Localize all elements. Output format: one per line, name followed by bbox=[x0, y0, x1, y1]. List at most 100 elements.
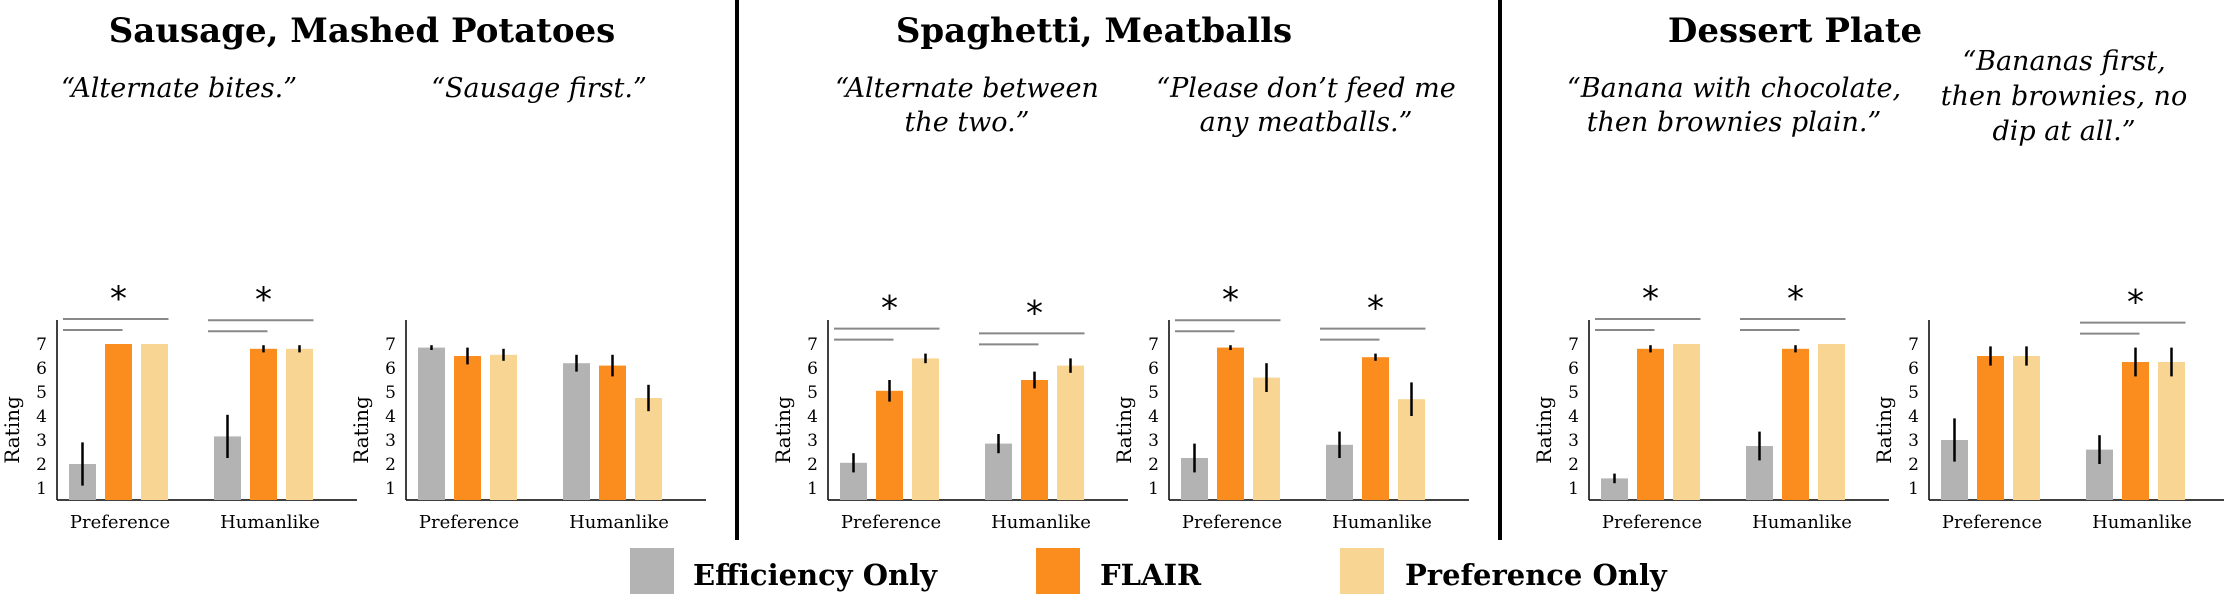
bar-efficiency bbox=[1601, 478, 1628, 500]
y-tick-label: 7 bbox=[385, 335, 396, 355]
y-axis-label: Rating bbox=[1532, 396, 1556, 464]
y-tick-label: 3 bbox=[1568, 431, 1579, 451]
bar-preference bbox=[286, 348, 313, 500]
chart-quote-line: “Alternate bites.” bbox=[61, 73, 297, 104]
bar-flair bbox=[1637, 348, 1664, 500]
y-tick-label: 5 bbox=[1568, 383, 1579, 403]
bar-preference bbox=[490, 354, 517, 500]
y-tick-label: 1 bbox=[36, 479, 47, 499]
y-tick-label: 3 bbox=[1148, 431, 1159, 451]
legend-swatch-flair bbox=[1036, 548, 1080, 594]
y-tick-label: 4 bbox=[807, 407, 818, 427]
significance-star: * bbox=[110, 279, 127, 319]
legend: Efficiency Only FLAIR Preference Only bbox=[630, 548, 1668, 594]
chart-quote-line: any meatballs.” bbox=[1200, 107, 1413, 138]
y-tick-label: 1 bbox=[807, 479, 818, 499]
group-title-dessert: Dessert Plate bbox=[1668, 11, 1922, 51]
y-tick-label: 1 bbox=[385, 479, 396, 499]
legend-swatch-efficiency bbox=[630, 548, 674, 594]
y-tick-label: 5 bbox=[1908, 383, 1919, 403]
category-label: Preference bbox=[841, 512, 941, 533]
bar-efficiency bbox=[418, 347, 445, 500]
bar-flair bbox=[1021, 380, 1048, 500]
chart-quote-line: “Banana with chocolate, bbox=[1567, 73, 1901, 104]
category-label: Preference bbox=[1182, 512, 1282, 533]
bar-preference bbox=[2158, 362, 2185, 500]
group-title-sausage: Sausage, Mashed Potatoes bbox=[109, 11, 616, 51]
y-axis-label: Rating bbox=[349, 396, 373, 464]
category-label: Preference bbox=[419, 512, 519, 533]
y-tick-label: 5 bbox=[36, 383, 47, 403]
bar-flair bbox=[2122, 362, 2149, 500]
chart-quote-line: “Please don’t feed me bbox=[1156, 73, 1455, 104]
bar-flair bbox=[1362, 357, 1389, 500]
bar-preference bbox=[2013, 356, 2040, 500]
category-label: Preference bbox=[70, 512, 170, 533]
y-tick-label: 2 bbox=[807, 455, 818, 475]
y-tick-label: 1 bbox=[1908, 479, 1919, 499]
y-tick-label: 5 bbox=[1148, 383, 1159, 403]
y-tick-label: 2 bbox=[36, 455, 47, 475]
significance-star: * bbox=[2127, 283, 2144, 323]
significance-star: * bbox=[1222, 280, 1239, 320]
chart-quote-line: “Alternate between bbox=[835, 73, 1099, 104]
y-axis-label: Rating bbox=[1872, 396, 1896, 464]
group-dividers bbox=[735, 0, 1502, 540]
y-tick-label: 6 bbox=[36, 359, 47, 379]
bar-preference bbox=[1818, 344, 1845, 500]
bar-efficiency bbox=[563, 363, 590, 500]
y-tick-label: 2 bbox=[1148, 455, 1159, 475]
significance-star: * bbox=[1787, 279, 1804, 319]
category-label: Humanlike bbox=[1332, 512, 1432, 533]
bar-charts: “Alternate bites.” 1 2 3 4 5 6 7 Rating Preferenc… bbox=[0, 46, 2224, 533]
chart-quote-line: then brownies, no bbox=[1941, 81, 2187, 112]
significance-star: * bbox=[881, 289, 898, 329]
chart-5: “Banana with chocolate,then brownies pla… bbox=[1532, 73, 1901, 533]
bar-flair bbox=[599, 365, 626, 500]
y-axis-label: Rating bbox=[1112, 396, 1136, 464]
chart-quote-line: the two.” bbox=[905, 107, 1030, 138]
y-tick-label: 3 bbox=[1908, 431, 1919, 451]
bar-preference bbox=[1057, 365, 1084, 500]
bar-flair bbox=[250, 348, 277, 500]
y-tick-label: 5 bbox=[385, 383, 396, 403]
group-title-spaghetti: Spaghetti, Meatballs bbox=[896, 11, 1292, 51]
y-tick-label: 3 bbox=[807, 431, 818, 451]
group-titles: Sausage, Mashed Potatoes Spaghetti, Meat… bbox=[109, 11, 1922, 51]
category-label: Humanlike bbox=[1752, 512, 1852, 533]
bar-preference bbox=[141, 344, 168, 500]
y-tick-label: 2 bbox=[1568, 455, 1579, 475]
chart-quote-line: then brownies plain.” bbox=[1587, 107, 1882, 138]
bar-preference bbox=[1673, 344, 1700, 500]
category-label: Humanlike bbox=[220, 512, 320, 533]
category-label: Humanlike bbox=[569, 512, 669, 533]
y-tick-label: 7 bbox=[1568, 335, 1579, 355]
y-tick-label: 7 bbox=[807, 335, 818, 355]
category-label: Humanlike bbox=[2092, 512, 2192, 533]
significance-star: * bbox=[1367, 289, 1384, 329]
y-tick-label: 2 bbox=[1908, 455, 1919, 475]
y-tick-label: 1 bbox=[1148, 479, 1159, 499]
bar-preference bbox=[912, 358, 939, 500]
y-tick-label: 4 bbox=[36, 407, 47, 427]
significance-star: * bbox=[1026, 293, 1043, 333]
y-tick-label: 6 bbox=[1568, 359, 1579, 379]
significance-star: * bbox=[255, 280, 272, 320]
y-tick-label: 6 bbox=[1908, 359, 1919, 379]
legend-swatch-preference bbox=[1340, 548, 1384, 594]
legend-label-preference: Preference Only bbox=[1405, 558, 1668, 592]
y-tick-label: 2 bbox=[385, 455, 396, 475]
y-tick-label: 5 bbox=[807, 383, 818, 403]
chart-1: “Alternate bites.” 1 2 3 4 5 6 7 Rating Preferenc… bbox=[0, 73, 357, 533]
significance-star: * bbox=[1642, 279, 1659, 319]
category-label: Humanlike bbox=[991, 512, 1091, 533]
bar-flair bbox=[876, 390, 903, 500]
y-tick-label: 6 bbox=[385, 359, 396, 379]
y-tick-label: 6 bbox=[1148, 359, 1159, 379]
legend-label-efficiency: Efficiency Only bbox=[693, 558, 938, 592]
y-tick-label: 1 bbox=[1568, 479, 1579, 499]
chart-quote-line: “Bananas first, bbox=[1962, 46, 2165, 77]
y-tick-label: 4 bbox=[1568, 407, 1579, 427]
